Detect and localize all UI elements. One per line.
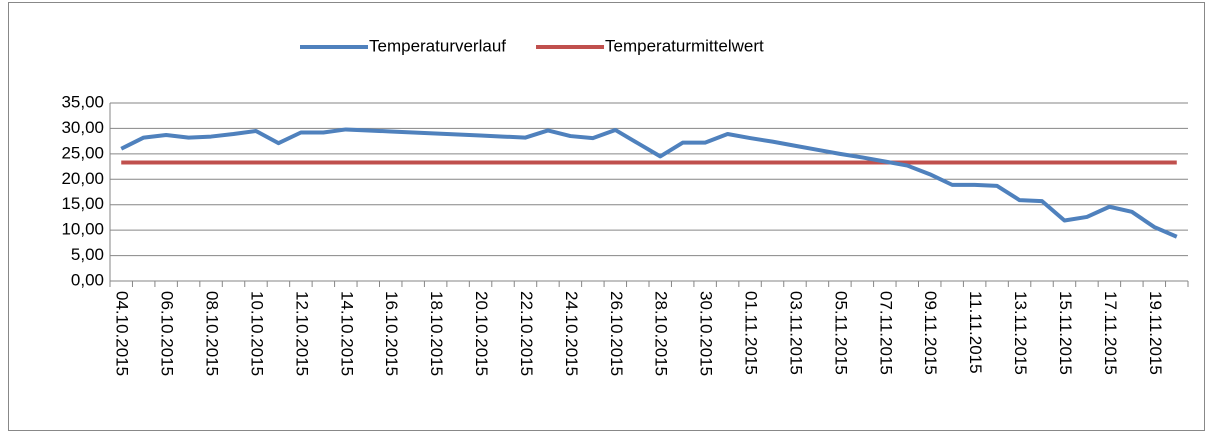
x-tick-label: 26.10.2015: [607, 291, 626, 376]
x-tick-label: 06.10.2015: [158, 291, 177, 376]
series-line: [120, 127, 1178, 239]
x-tick-label: 12.10.2015: [292, 291, 311, 376]
y-tick-label: 15,00: [61, 194, 104, 213]
y-tick-label: 10,00: [61, 220, 104, 239]
y-tick-label: 0,00: [71, 270, 104, 289]
x-tick-label: 03.11.2015: [786, 291, 805, 375]
x-tick-label: 15.11.2015: [1056, 291, 1075, 375]
y-tick-label: 20,00: [61, 169, 104, 188]
x-tick-label: 16.10.2015: [382, 291, 401, 376]
legend-label: Temperaturverlauf: [369, 36, 506, 55]
x-tick-label: 13.11.2015: [1011, 291, 1030, 375]
x-tick-label: 14.10.2015: [337, 291, 356, 376]
x-tick-label: 20.10.2015: [472, 291, 491, 376]
x-tick-label: 04.10.2015: [113, 291, 132, 376]
x-tick-label: 19.11.2015: [1146, 291, 1165, 375]
x-tick-label: 05.11.2015: [831, 291, 850, 375]
x-tick-label: 07.11.2015: [876, 291, 895, 375]
x-tick-label: 24.10.2015: [562, 291, 581, 376]
y-tick-label: 25,00: [61, 143, 104, 162]
x-tick-label: 17.11.2015: [1101, 291, 1120, 375]
x-tick-label: 28.10.2015: [652, 291, 671, 376]
x-tick-label: 11.11.2015: [966, 291, 985, 374]
legend-label: Temperaturmittelwert: [605, 36, 764, 55]
chart-frame: [8, 2, 1205, 431]
x-tick-label: 09.11.2015: [921, 291, 940, 375]
x-tick-label: 18.10.2015: [427, 291, 446, 376]
y-tick-label: 5,00: [71, 245, 104, 264]
y-tick-label: 35,00: [61, 92, 104, 111]
x-tick-label: 08.10.2015: [203, 291, 222, 376]
x-tick-label: 01.11.2015: [742, 291, 761, 375]
y-tick-label: 30,00: [61, 118, 104, 137]
x-tick-label: 22.10.2015: [517, 291, 536, 376]
x-tick-label: 10.10.2015: [247, 291, 266, 376]
x-tick-label: 30.10.2015: [697, 291, 716, 376]
